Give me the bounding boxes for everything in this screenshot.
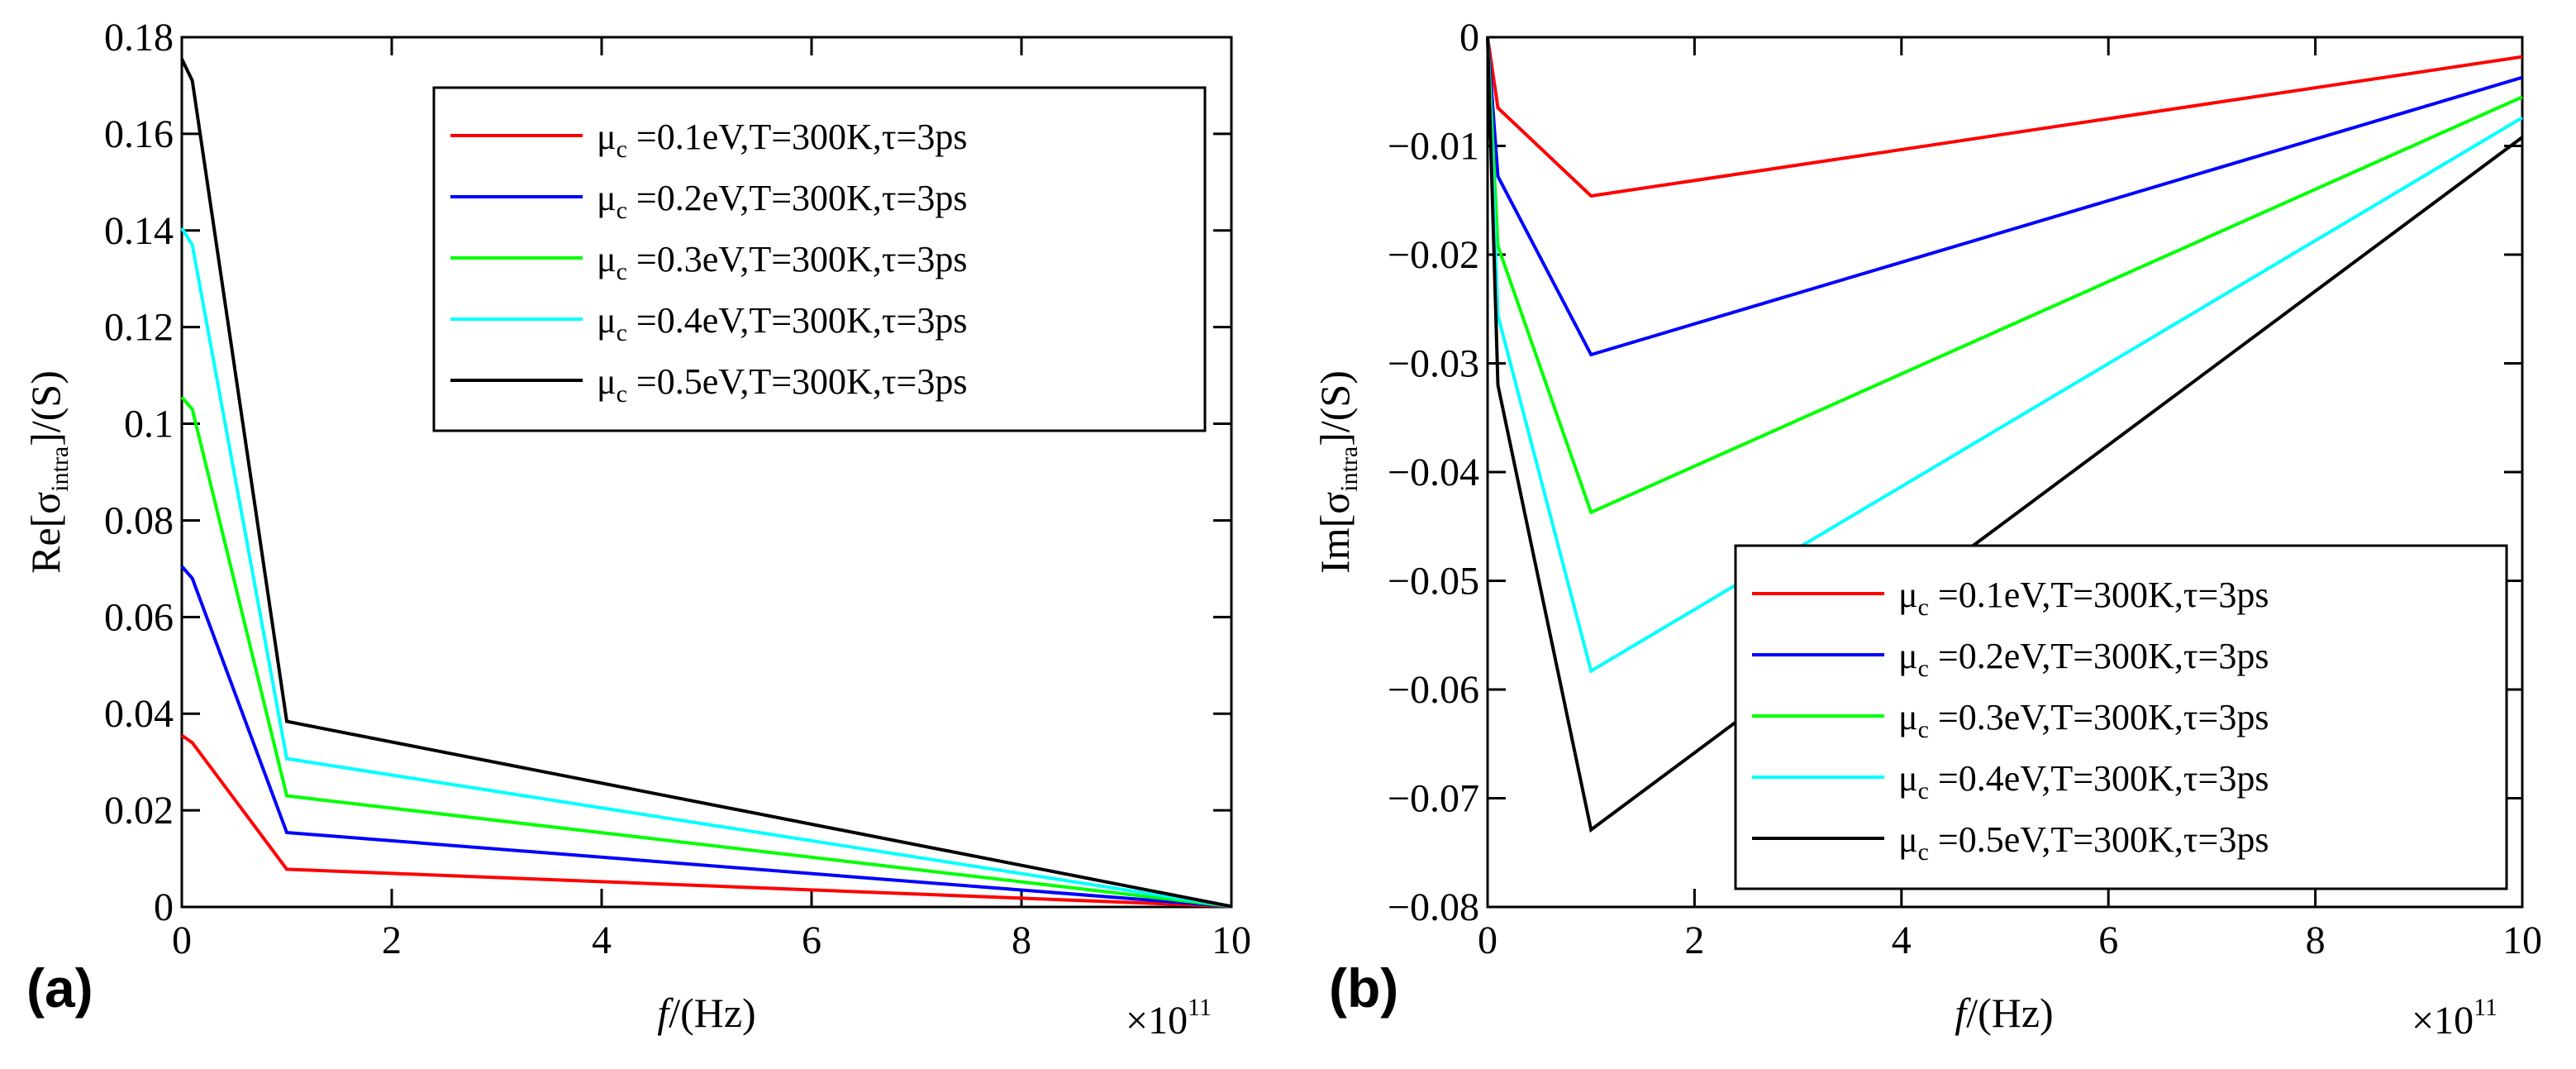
panel-label-a: (a) bbox=[26, 957, 93, 1019]
x-axis-label-a: f/(Hz) bbox=[657, 990, 755, 1036]
legend-label: μc =0.2eV,T=300K,τ=3ps bbox=[1898, 636, 2269, 682]
y-tick-label: −0.03 bbox=[1388, 342, 1479, 386]
y-tick-label: −0.07 bbox=[1388, 777, 1479, 821]
y-tick-label: −0.05 bbox=[1388, 560, 1479, 604]
x-multiplier-a: ×1011 bbox=[1126, 994, 1212, 1043]
y-tick-label: 0.08 bbox=[104, 499, 174, 542]
legend-entry: μc =0.1eV,T=300K,τ=3ps bbox=[1752, 575, 2269, 621]
legend-entry: μc =0.5eV,T=300K,τ=3ps bbox=[1752, 819, 2269, 866]
x-tick-label: 6 bbox=[802, 919, 821, 962]
y-tick-label: 0 bbox=[1459, 16, 1479, 60]
series-line-4 bbox=[180, 227, 1232, 909]
legend-label: μc =0.3eV,T=300K,τ=3ps bbox=[1898, 697, 2269, 743]
x-tick-label: 2 bbox=[1684, 919, 1704, 962]
legend-entry: μc =0.3eV,T=300K,τ=3ps bbox=[450, 239, 967, 285]
series-line-1 bbox=[180, 733, 1232, 909]
y-tick-label: 0.1 bbox=[124, 403, 174, 446]
x-tick-label: 8 bbox=[2306, 919, 2326, 962]
x-tick-label: 10 bbox=[2502, 919, 2542, 962]
x-tick-label: 0 bbox=[1478, 919, 1498, 962]
ticks-a: 0 2 4 6 8 10 0 0.02 0.04 0.06 0.08 0.1 0.12 0.14 0.16 0… bbox=[104, 16, 1251, 962]
legend-label: μc =0.5eV,T=300K,τ=3ps bbox=[597, 361, 967, 408]
x-tick-label: 10 bbox=[1212, 919, 1251, 962]
legend-label: μc =0.3eV,T=300K,τ=3ps bbox=[597, 239, 967, 285]
x-tick-label: 2 bbox=[382, 919, 402, 962]
legend-label: μc =0.4eV,T=300K,τ=3ps bbox=[597, 300, 967, 346]
y-tick-label: 0.14 bbox=[104, 209, 174, 253]
y-tick-label: 0.06 bbox=[104, 595, 174, 639]
series-line-3 bbox=[180, 396, 1232, 909]
series-line-2 bbox=[180, 565, 1232, 909]
y-tick-label: −0.04 bbox=[1388, 451, 1479, 494]
y-tick-label: 0.12 bbox=[104, 306, 174, 350]
legend-entry: μc =0.3eV,T=300K,τ=3ps bbox=[1752, 697, 2269, 743]
legend-label: μc =0.5eV,T=300K,τ=3ps bbox=[1898, 819, 2269, 866]
x-tick-label: 0 bbox=[172, 919, 192, 962]
legend-entry: μc =0.1eV,T=300K,τ=3ps bbox=[450, 117, 967, 163]
x-tick-label: 6 bbox=[2098, 919, 2118, 962]
series-b bbox=[1486, 36, 2524, 833]
y-axis-label-b: Im[σintra]/(S) bbox=[1312, 370, 1363, 574]
x-tick-label: 4 bbox=[1892, 919, 1912, 962]
series-line-2 bbox=[1486, 36, 2523, 357]
y-tick-label: −0.08 bbox=[1388, 885, 1479, 929]
y-tick-label: −0.01 bbox=[1388, 125, 1479, 169]
x-tick-label: 8 bbox=[1012, 919, 1031, 962]
y-tick-label: 0.04 bbox=[104, 692, 174, 736]
legend-label: μc =0.1eV,T=300K,τ=3ps bbox=[597, 117, 967, 163]
legend-b: μc =0.1eV,T=300K,τ=3ps μc =0.2eV,T=300K,… bbox=[1734, 544, 2508, 890]
y-tick-label: 0.18 bbox=[104, 16, 174, 60]
legend-label: μc =0.1eV,T=300K,τ=3ps bbox=[1898, 575, 2269, 621]
x-multiplier-b: ×1011 bbox=[2412, 994, 2497, 1043]
panel-label-b: (b) bbox=[1329, 957, 1398, 1019]
series-line-1 bbox=[1486, 36, 2523, 198]
panel-a: 0 2 4 6 8 10 0 0.02 0.04 0.06 0.08 0.1 0.12 0.14 0.16 0… bbox=[22, 16, 1251, 1043]
legend-label: μc =0.2eV,T=300K,τ=3ps bbox=[597, 178, 967, 224]
y-tick-label: −0.06 bbox=[1388, 668, 1479, 712]
y-tick-label: 0.16 bbox=[104, 112, 174, 156]
legend-a: μc =0.1eV,T=300K,τ=3ps μc =0.2eV,T=300K,… bbox=[432, 86, 1207, 432]
ticks-b: 0 2 4 6 8 10 −0.08 −0.07 −0.06 −0.05 −0.04 −0.03 −0.… bbox=[1388, 16, 2542, 962]
y-axis-label-a: Re[σintra]/(S) bbox=[22, 370, 74, 574]
legend-entry: μc =0.4eV,T=300K,τ=3ps bbox=[450, 300, 967, 346]
y-tick-label: 0 bbox=[154, 885, 174, 929]
legend-entry: μc =0.5eV,T=300K,τ=3ps bbox=[450, 361, 967, 408]
legend-entry: μc =0.2eV,T=300K,τ=3ps bbox=[1752, 636, 2269, 682]
y-tick-label: 0.02 bbox=[104, 789, 174, 833]
y-tick-label: −0.02 bbox=[1388, 233, 1479, 277]
legend-entry: μc =0.4eV,T=300K,τ=3ps bbox=[1752, 758, 2269, 804]
panel-b: 0 2 4 6 8 10 −0.08 −0.07 −0.06 −0.05 −0.04 −0.03 −0.… bbox=[1312, 16, 2542, 1043]
series-line-5 bbox=[180, 58, 1232, 909]
series-a bbox=[180, 58, 1232, 909]
x-tick-label: 4 bbox=[592, 919, 612, 962]
series-line-5 bbox=[1486, 36, 2524, 833]
legend-label: μc =0.4eV,T=300K,τ=3ps bbox=[1898, 758, 2269, 804]
x-axis-label-b: f/(Hz) bbox=[1955, 990, 2053, 1036]
legend-entry: μc =0.2eV,T=300K,τ=3ps bbox=[450, 178, 967, 224]
